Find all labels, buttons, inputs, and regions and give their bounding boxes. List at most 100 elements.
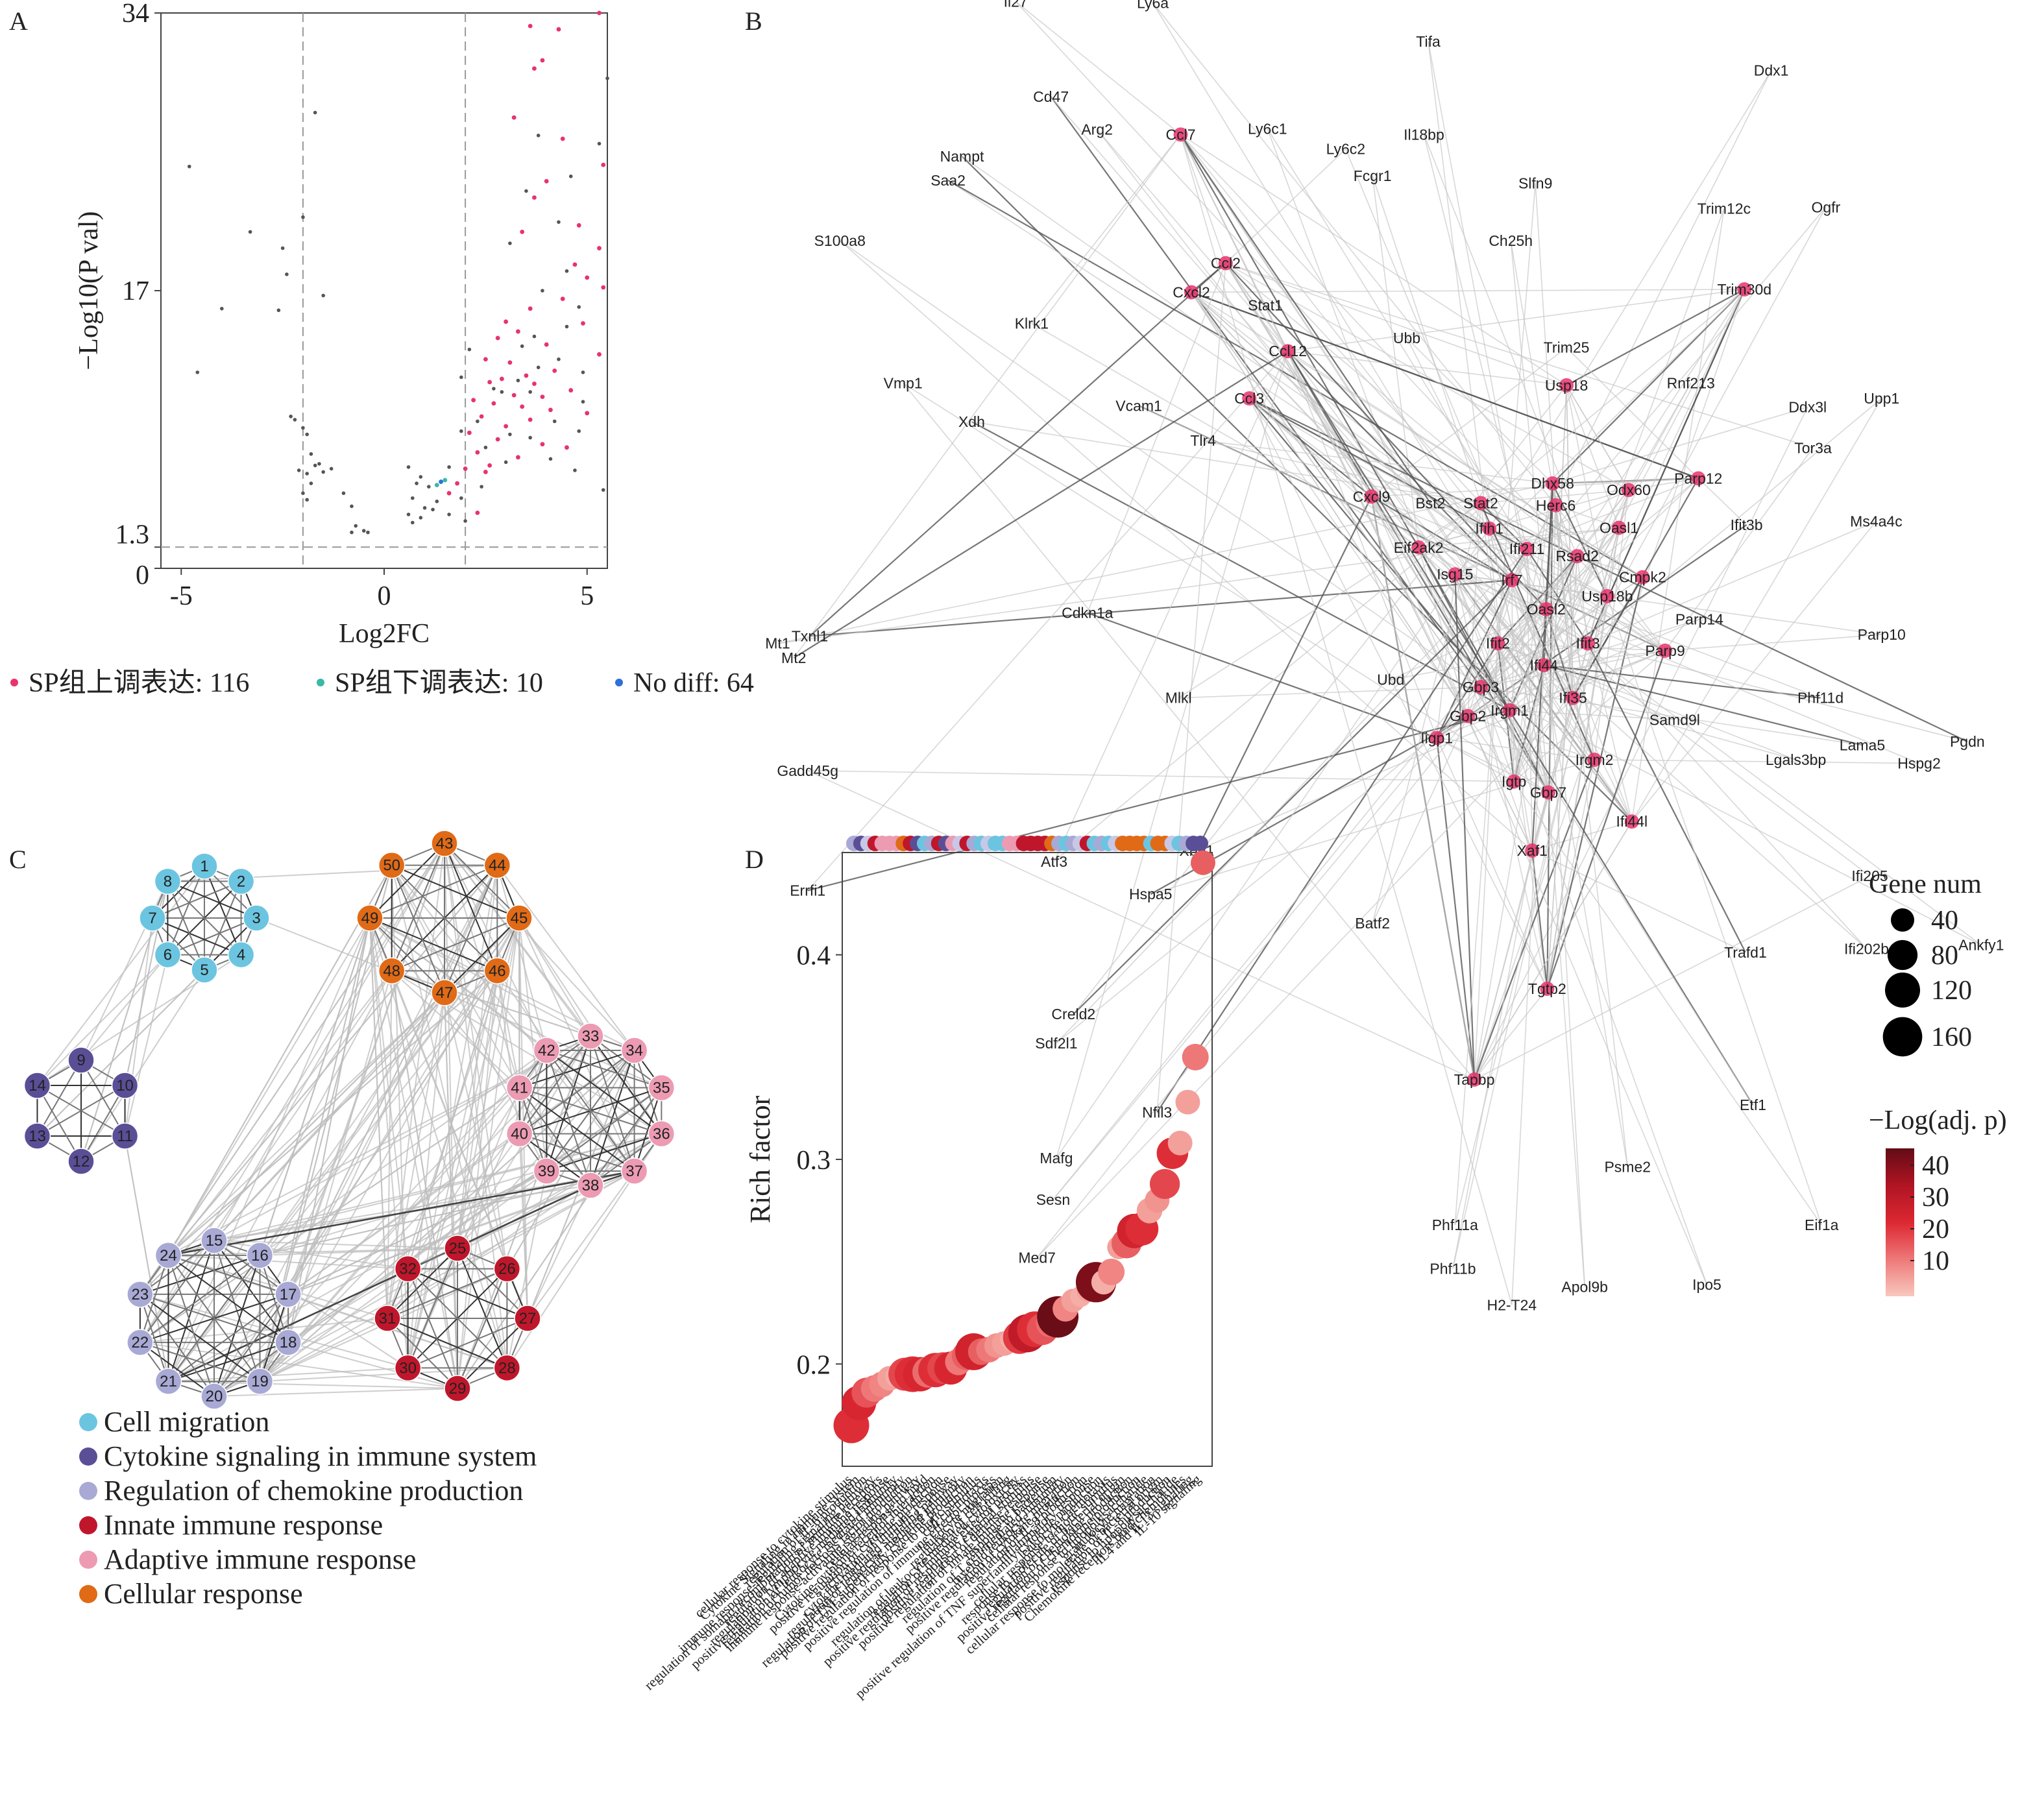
size-legend-dot: [1890, 908, 1915, 932]
volcano-point: [463, 519, 467, 523]
cluster-edge: [519, 1050, 635, 1089]
cluster-edge: [407, 1050, 548, 1368]
gene-edge: [1479, 502, 1596, 760]
volcano-point: [350, 530, 354, 535]
gene-node: [1537, 658, 1551, 673]
gene-edge: [1480, 478, 1699, 688]
gene-label: Tgtp2: [1528, 980, 1566, 997]
gene-edge: [1087, 263, 1226, 613]
gene-edge: [839, 240, 1481, 688]
cluster-node-id: 20: [206, 1388, 223, 1405]
gene-edge: [1594, 759, 1919, 764]
gene-edge: [1631, 398, 1882, 822]
cluster-legend-marker: [79, 1585, 97, 1603]
gene-edge: [1203, 440, 1553, 484]
cluster-node: [154, 1368, 182, 1395]
gene-edge: [1015, 1, 1181, 135]
volcano-point: [511, 115, 517, 120]
volcano-point: [220, 306, 224, 311]
cluster-edge: [259, 917, 371, 1382]
cluster-legend-marker: [79, 1447, 97, 1466]
cluster-node-id: 47: [436, 984, 454, 1002]
volcano-point: [581, 400, 585, 404]
gene-label: Parp12: [1674, 470, 1722, 487]
volcano-point: [499, 376, 504, 381]
cluster-edge: [369, 917, 548, 1051]
volcano-point: [483, 445, 488, 450]
gene-label: Cdkn1a: [1062, 605, 1113, 622]
volcano-point: [467, 347, 472, 352]
cluster-node: [648, 1120, 675, 1148]
gene-edge: [1489, 70, 1772, 529]
gene-label: Gbp7: [1530, 784, 1566, 801]
gene-label: Ly6c1: [1248, 120, 1287, 137]
gene-edge: [1607, 596, 1822, 1226]
gene-label: Ifi44l: [1616, 813, 1648, 830]
cluster-node-id: 19: [251, 1373, 269, 1390]
gene-edge: [793, 134, 1182, 659]
cluster-edge: [260, 1367, 507, 1383]
cluster-node: [378, 957, 406, 985]
gene-edge: [1418, 547, 1633, 822]
cluster-edge: [213, 1294, 289, 1397]
gene-label: Xdh: [958, 413, 985, 430]
cluster-edge: [457, 1050, 635, 1249]
cluster-edge: [518, 1035, 591, 1135]
volcano-point: [565, 269, 569, 273]
gene-label: Klrk1: [1015, 315, 1049, 332]
cluster-node: [23, 1072, 51, 1099]
volcano-point: [313, 110, 317, 115]
gene-node: [1507, 774, 1522, 789]
gene-label: Ubd: [1377, 672, 1404, 688]
gene-label: Creld2: [1051, 1006, 1095, 1023]
enrichment-point: [1149, 1168, 1180, 1199]
cluster-node-id: 28: [498, 1359, 516, 1377]
y-tick-label: 0.2: [797, 1350, 831, 1380]
gene-label: Iigp1: [1420, 729, 1453, 746]
volcano-point: [483, 470, 488, 474]
cluster-node: [394, 1354, 422, 1382]
cluster-legend-marker: [79, 1516, 97, 1534]
cluster-edge: [519, 1087, 635, 1172]
gene-label: Ifit3: [1576, 635, 1600, 652]
gene-edge: [1196, 496, 1372, 851]
volcano-point: [447, 465, 451, 469]
volcano-point: [581, 370, 585, 374]
volcano-point: [544, 342, 549, 347]
category-color-strip: [846, 836, 1208, 851]
gene-edge: [1489, 527, 1643, 578]
volcano-point: [463, 466, 468, 471]
gene-edge: [1513, 483, 1553, 782]
gene-label: Cxcl9: [1353, 488, 1391, 505]
cluster-edge: [590, 1035, 663, 1135]
gene-node: [1519, 542, 1534, 557]
gene-edge: [1467, 716, 1708, 1285]
gene-label: Stat1: [1248, 297, 1283, 314]
volcano-point: [601, 162, 606, 167]
size-legend-value: 80: [1931, 941, 1958, 971]
enrichment-point: [1167, 1130, 1193, 1156]
cluster-node: [274, 1329, 302, 1356]
gene-label: Upp1: [1864, 390, 1899, 407]
cluster-edge: [36, 1085, 82, 1162]
cluster-node-id: 41: [511, 1079, 528, 1096]
gene-label: Hspa5: [1129, 886, 1172, 902]
volcano-point: [491, 401, 496, 406]
gene-label: Ccl2: [1211, 255, 1241, 272]
cluster-node-id: 15: [206, 1232, 223, 1250]
cluster-node: [243, 904, 270, 932]
cluster-edge: [260, 1248, 458, 1256]
volcano-point: [528, 435, 532, 440]
gene-edge: [1531, 850, 1746, 953]
cluster-edge: [457, 1170, 635, 1249]
gene-label: Ly6a: [1137, 0, 1169, 12]
gene-label: Pgdn: [1950, 733, 1985, 750]
legend-label: No diff: 64: [633, 668, 754, 698]
volcano-point: [317, 462, 321, 466]
panel-label-a: A: [9, 6, 28, 36]
cluster-node-id: 3: [252, 910, 260, 927]
x-tick-label: -5: [170, 581, 193, 611]
gene-edge: [1452, 490, 1629, 1269]
gene-edge: [1566, 385, 1620, 528]
